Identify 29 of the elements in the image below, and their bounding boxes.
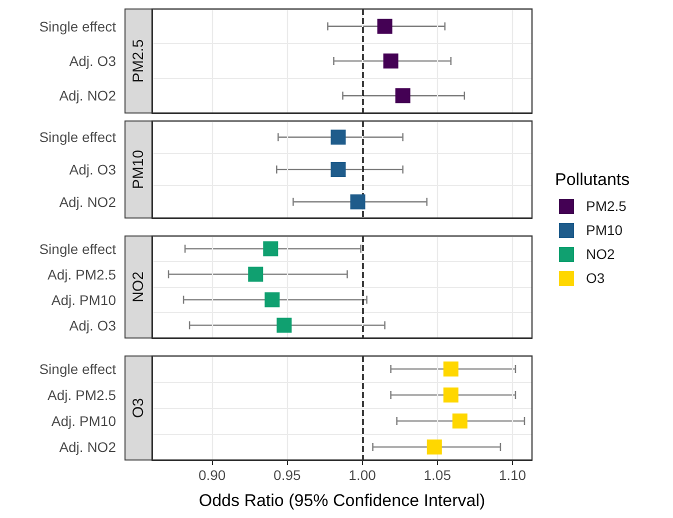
text: O3 [130,398,147,418]
y-tick-label: Single effect [39,129,116,146]
y-tick-label: Adj. PM2.5 [48,387,116,403]
text: PM10 [130,150,147,190]
y-tick-label: Single effect [39,361,116,377]
y-tick-label: Adj. PM10 [51,292,116,308]
y-tick-label: Single effect [39,18,116,34]
x-tick-label: 1.05 [424,467,452,483]
x-axis-title: Odds Ratio (95% Confidence Interval) [198,491,486,510]
y-tick-label: Adj. O3 [69,317,116,334]
y-tick-label: Adj. NO2 [59,439,116,455]
y-tick-label: Adj. PM10 [51,413,116,429]
y-tick-label: Adj. O3 [69,162,116,178]
text: PM2.5 [130,39,147,83]
y-tick-label: Adj. PM2.5 [48,266,116,282]
y-tick-label: Adj. NO2 [59,88,116,104]
x-tick-label: 0.90 [198,467,226,483]
legend-label: O3 [586,270,605,286]
legend-label: NO2 [586,246,615,262]
x-tick-label: 1.00 [348,467,376,483]
y-tick-label: Adj. O3 [69,53,116,69]
x-tick-label: 0.95 [274,467,302,483]
legend-title: Pollutants [555,170,630,190]
y-tick-label: Adj. NO2 [59,194,116,210]
x-tick-label: 1.10 [498,467,526,483]
text: NO2 [130,272,147,302]
y-tick-label: Single effect [39,240,116,257]
legend-label: PM2.5 [586,198,626,214]
legend-label: PM10 [586,222,623,238]
